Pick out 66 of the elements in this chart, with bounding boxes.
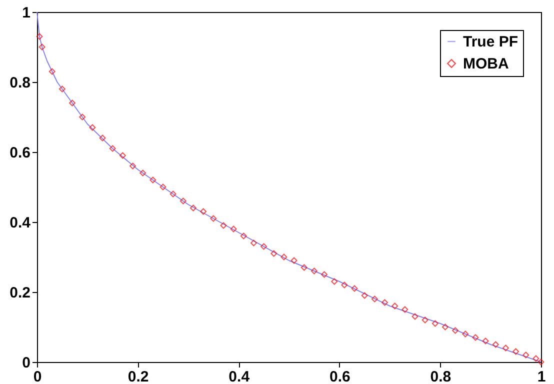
x-tick-label: 0.4 — [228, 368, 250, 384]
x-tick-label: 0.2 — [128, 368, 149, 384]
point — [492, 341, 499, 348]
y-tick-label: 0 — [22, 354, 30, 372]
y-tick-label: 0.8 — [10, 74, 30, 92]
point — [119, 152, 126, 159]
point — [160, 184, 166, 190]
point — [260, 243, 268, 250]
point — [351, 285, 358, 292]
point — [48, 68, 56, 75]
point — [321, 271, 328, 278]
point — [310, 268, 318, 274]
point — [392, 302, 398, 310]
point — [150, 176, 156, 184]
point — [472, 334, 479, 341]
x-tick-label: 0.8 — [430, 368, 452, 384]
point — [522, 352, 530, 358]
point — [331, 278, 338, 285]
point — [502, 344, 509, 352]
point — [140, 170, 146, 176]
point — [230, 226, 237, 232]
point — [190, 204, 196, 212]
point — [341, 282, 348, 288]
point — [170, 190, 176, 198]
point — [442, 324, 448, 330]
point — [482, 338, 489, 344]
point — [361, 292, 368, 299]
point — [402, 306, 408, 313]
point — [240, 232, 247, 240]
y-tick-label: 1 — [22, 4, 30, 22]
point — [58, 86, 66, 92]
point — [290, 257, 298, 264]
x-tick-label: 1 — [537, 368, 546, 384]
point — [180, 198, 186, 204]
point — [371, 296, 378, 302]
legend-label: MOBA — [463, 56, 509, 72]
point — [109, 145, 116, 152]
point — [532, 355, 540, 362]
point — [382, 299, 388, 306]
point — [250, 240, 257, 246]
point — [422, 316, 428, 324]
y-tick-label: 0.6 — [10, 144, 30, 162]
point — [36, 33, 43, 40]
point — [200, 208, 207, 215]
point — [99, 134, 106, 142]
legend-label: True PF — [463, 34, 518, 50]
x-tick-label: 0 — [33, 368, 42, 384]
point — [220, 222, 227, 229]
point — [280, 254, 288, 260]
point — [79, 114, 86, 120]
point — [69, 100, 76, 106]
point — [432, 320, 438, 327]
point — [270, 250, 278, 257]
point — [210, 215, 217, 222]
point — [89, 124, 96, 131]
x-tick-label: 0.6 — [329, 368, 350, 384]
point — [38, 44, 46, 50]
point — [512, 348, 520, 355]
point — [452, 327, 459, 334]
point — [130, 162, 136, 170]
point — [462, 330, 469, 338]
point — [538, 358, 544, 366]
point — [412, 313, 418, 320]
point — [300, 264, 308, 271]
y-tick-label: 0.4 — [10, 214, 32, 232]
y-tick-label: 0.2 — [10, 284, 30, 302]
